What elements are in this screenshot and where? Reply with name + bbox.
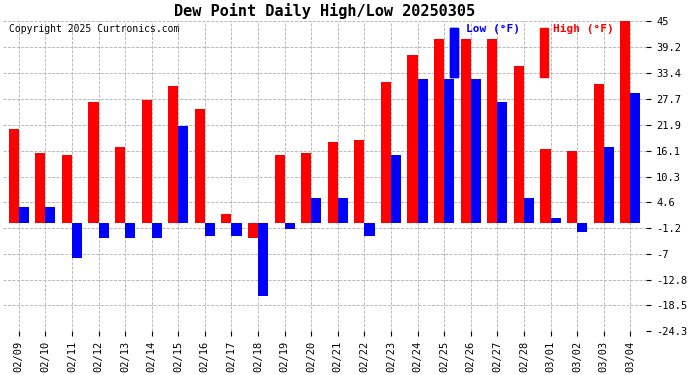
Bar bbox=[35, 153, 46, 223]
Bar bbox=[487, 39, 497, 223]
Bar bbox=[328, 142, 338, 223]
Bar bbox=[19, 207, 29, 223]
Bar bbox=[567, 151, 577, 223]
Bar bbox=[514, 66, 524, 223]
Bar bbox=[168, 86, 178, 223]
Bar bbox=[471, 80, 481, 223]
Bar bbox=[450, 27, 458, 77]
Bar bbox=[141, 100, 152, 223]
Bar bbox=[9, 129, 19, 223]
Bar bbox=[620, 21, 630, 223]
Bar bbox=[72, 223, 82, 258]
Bar bbox=[258, 223, 268, 296]
Bar bbox=[285, 223, 295, 229]
Bar bbox=[408, 55, 417, 223]
Bar bbox=[551, 218, 561, 223]
Bar bbox=[630, 93, 640, 223]
Bar bbox=[434, 39, 444, 223]
Bar bbox=[540, 149, 551, 223]
Bar bbox=[46, 207, 55, 223]
Bar bbox=[205, 223, 215, 236]
Bar bbox=[593, 84, 604, 223]
Bar bbox=[248, 223, 258, 238]
Text: High (°F): High (°F) bbox=[553, 24, 613, 34]
Bar bbox=[338, 198, 348, 223]
Bar bbox=[391, 156, 401, 223]
Bar bbox=[540, 27, 549, 77]
Bar bbox=[231, 223, 241, 236]
Bar bbox=[604, 147, 614, 223]
Bar bbox=[524, 198, 534, 223]
Text: Low (°F): Low (°F) bbox=[466, 24, 520, 34]
Bar bbox=[152, 223, 161, 238]
Bar bbox=[461, 39, 471, 223]
Bar bbox=[195, 108, 205, 223]
Bar bbox=[354, 140, 364, 223]
Bar bbox=[62, 156, 72, 223]
Bar bbox=[577, 223, 587, 231]
Bar bbox=[311, 198, 322, 223]
Bar bbox=[125, 223, 135, 238]
Title: Dew Point Daily High/Low 20250305: Dew Point Daily High/Low 20250305 bbox=[174, 3, 475, 19]
Bar bbox=[275, 156, 285, 223]
Bar bbox=[178, 126, 188, 223]
Bar bbox=[417, 80, 428, 223]
Bar bbox=[99, 223, 108, 238]
Bar bbox=[444, 80, 454, 223]
Bar bbox=[115, 147, 125, 223]
Bar bbox=[364, 223, 375, 236]
Text: Copyright 2025 Curtronics.com: Copyright 2025 Curtronics.com bbox=[9, 24, 179, 34]
Bar bbox=[497, 102, 507, 223]
Bar bbox=[381, 82, 391, 223]
Bar bbox=[88, 102, 99, 223]
Bar bbox=[221, 214, 231, 223]
Bar bbox=[301, 153, 311, 223]
